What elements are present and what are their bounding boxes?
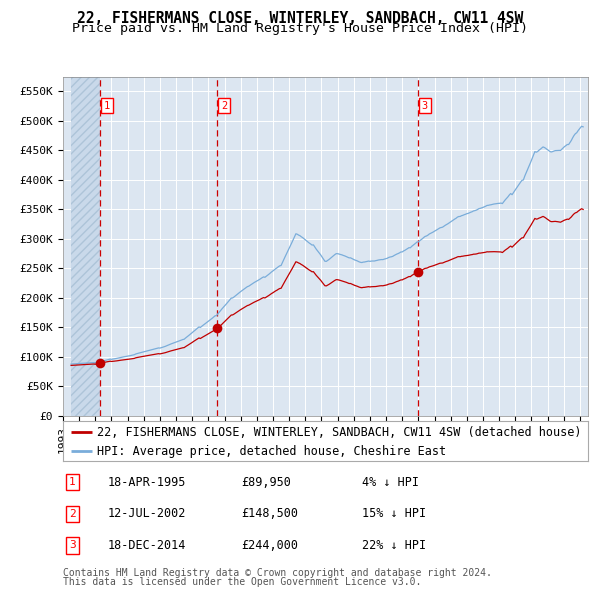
Text: 1: 1 <box>69 477 76 487</box>
Text: 22, FISHERMANS CLOSE, WINTERLEY, SANDBACH, CW11 4SW: 22, FISHERMANS CLOSE, WINTERLEY, SANDBAC… <box>77 11 523 25</box>
Text: 18-DEC-2014: 18-DEC-2014 <box>107 539 186 552</box>
Text: 22% ↓ HPI: 22% ↓ HPI <box>362 539 427 552</box>
Text: 15% ↓ HPI: 15% ↓ HPI <box>362 507 427 520</box>
Bar <box>71 77 100 416</box>
Text: £148,500: £148,500 <box>241 507 299 520</box>
Text: HPI: Average price, detached house, Cheshire East: HPI: Average price, detached house, Ches… <box>97 445 446 458</box>
Text: Contains HM Land Registry data © Crown copyright and database right 2024.: Contains HM Land Registry data © Crown c… <box>63 568 492 578</box>
Text: £89,950: £89,950 <box>241 476 292 489</box>
Text: 2: 2 <box>69 509 76 519</box>
Text: 22, FISHERMANS CLOSE, WINTERLEY, SANDBACH, CW11 4SW (detached house): 22, FISHERMANS CLOSE, WINTERLEY, SANDBAC… <box>97 426 581 439</box>
Text: 1: 1 <box>104 100 110 110</box>
Text: 3: 3 <box>422 100 428 110</box>
Text: Price paid vs. HM Land Registry's House Price Index (HPI): Price paid vs. HM Land Registry's House … <box>72 22 528 35</box>
Text: 12-JUL-2002: 12-JUL-2002 <box>107 507 186 520</box>
Text: £244,000: £244,000 <box>241 539 299 552</box>
Text: 18-APR-1995: 18-APR-1995 <box>107 476 186 489</box>
Text: 2: 2 <box>221 100 227 110</box>
Text: This data is licensed under the Open Government Licence v3.0.: This data is licensed under the Open Gov… <box>63 577 421 587</box>
Text: 3: 3 <box>69 540 76 550</box>
Text: 4% ↓ HPI: 4% ↓ HPI <box>362 476 419 489</box>
